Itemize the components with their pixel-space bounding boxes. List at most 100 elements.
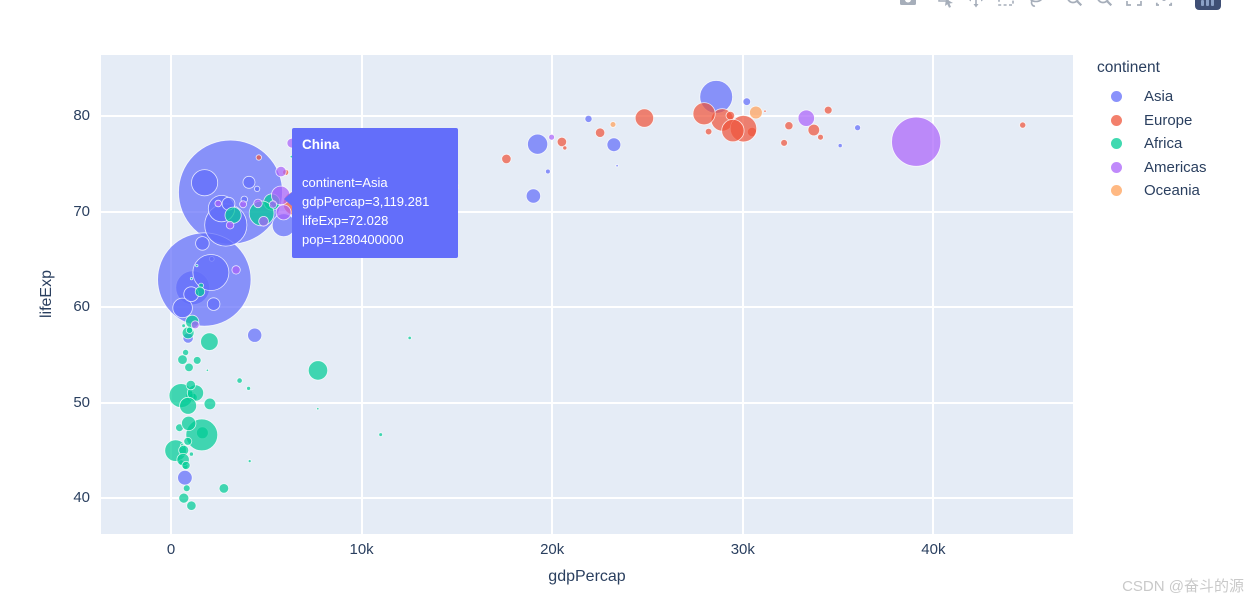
data-point[interactable] — [525, 188, 541, 204]
data-point[interactable] — [214, 199, 222, 208]
data-point[interactable] — [183, 436, 193, 446]
data-point[interactable] — [606, 137, 622, 152]
data-point[interactable] — [594, 127, 606, 138]
data-point[interactable] — [817, 133, 824, 141]
data-point[interactable] — [177, 470, 193, 486]
data-point[interactable] — [247, 327, 263, 343]
data-point[interactable] — [556, 136, 567, 148]
data-point[interactable] — [239, 200, 248, 209]
data-point[interactable] — [854, 124, 861, 132]
data-point[interactable] — [275, 166, 287, 178]
data-point[interactable] — [548, 133, 555, 141]
plotly-logo-icon[interactable] — [1195, 0, 1221, 10]
x-tick-label: 10k — [349, 541, 374, 558]
data-point[interactable] — [184, 362, 194, 373]
data-point[interactable] — [192, 254, 230, 291]
data-point[interactable] — [195, 236, 210, 251]
data-point[interactable] — [200, 332, 219, 351]
data-point[interactable] — [823, 105, 833, 115]
data-point[interactable] — [205, 368, 210, 372]
pan-icon[interactable] — [965, 0, 987, 10]
data-point[interactable] — [763, 109, 767, 113]
legend-item-africa[interactable]: Africa — [1088, 132, 1207, 156]
data-point[interactable] — [268, 200, 278, 209]
data-point[interactable] — [181, 415, 197, 431]
data-point[interactable] — [178, 492, 190, 504]
data-point[interactable] — [615, 164, 619, 168]
plot-area[interactable]: China continent=Asia gdpPercap=3,119.281 l… — [101, 55, 1073, 534]
legend-item-americas[interactable]: Americas — [1088, 156, 1207, 180]
data-point[interactable] — [177, 354, 188, 365]
data-point[interactable] — [236, 377, 243, 384]
data-point[interactable] — [316, 407, 320, 411]
data-point[interactable] — [634, 108, 655, 128]
data-point[interactable] — [195, 264, 199, 268]
data-point[interactable] — [186, 500, 197, 511]
bubble-layer[interactable] — [101, 55, 1073, 534]
data-point[interactable] — [181, 460, 191, 470]
data-point[interactable] — [253, 198, 263, 209]
data-point[interactable] — [780, 139, 788, 147]
data-point[interactable] — [225, 220, 235, 230]
hover-tooltip: China continent=Asia gdpPercap=3,119.281 l… — [284, 128, 458, 258]
tooltip-arrow — [284, 192, 292, 206]
data-point[interactable] — [545, 168, 551, 175]
data-point[interactable] — [185, 326, 194, 334]
data-point[interactable] — [246, 385, 252, 391]
data-point[interactable] — [172, 297, 193, 319]
lasso-select-icon[interactable] — [1025, 0, 1047, 10]
data-point[interactable] — [206, 297, 221, 311]
data-point[interactable] — [584, 114, 593, 123]
data-point[interactable] — [179, 396, 197, 415]
data-point[interactable] — [704, 127, 713, 136]
data-point[interactable] — [891, 116, 942, 167]
data-point[interactable] — [203, 397, 217, 411]
data-point[interactable] — [254, 185, 261, 192]
data-point[interactable] — [742, 97, 751, 106]
data-point[interactable] — [562, 145, 568, 151]
data-point[interactable] — [692, 102, 716, 126]
data-point[interactable] — [275, 204, 292, 221]
data-point[interactable] — [185, 379, 196, 391]
data-point[interactable] — [218, 483, 230, 494]
data-point[interactable] — [527, 133, 549, 155]
data-point[interactable] — [189, 277, 194, 281]
data-point[interactable] — [242, 175, 256, 189]
data-point[interactable] — [797, 109, 815, 127]
zoom-in-icon[interactable] — [1063, 0, 1085, 10]
data-point[interactable] — [784, 121, 794, 131]
data-point[interactable] — [191, 169, 219, 197]
data-point[interactable] — [609, 121, 617, 128]
data-point[interactable] — [378, 432, 384, 437]
reset-axes-icon[interactable] — [1153, 0, 1175, 10]
data-point[interactable] — [407, 335, 412, 340]
data-point[interactable] — [190, 320, 200, 330]
data-point[interactable] — [807, 123, 821, 137]
data-point[interactable] — [255, 154, 262, 161]
data-point[interactable] — [258, 216, 269, 227]
data-point[interactable] — [231, 265, 241, 275]
camera-icon[interactable] — [897, 0, 919, 10]
zoom-icon[interactable] — [935, 0, 957, 10]
data-point[interactable] — [749, 105, 763, 120]
legend-item-oceania[interactable]: Oceania — [1088, 179, 1207, 203]
autoscale-icon[interactable] — [1123, 0, 1145, 10]
legend-item-europe[interactable]: Europe — [1088, 109, 1207, 133]
data-point[interactable] — [182, 484, 191, 493]
data-point[interactable] — [725, 110, 736, 121]
data-point[interactable] — [1019, 121, 1027, 129]
legend-item-asia[interactable]: Asia — [1088, 85, 1207, 109]
data-point[interactable] — [188, 451, 194, 457]
data-point[interactable] — [224, 206, 242, 224]
box-select-icon[interactable] — [995, 0, 1017, 10]
zoom-out-icon[interactable] — [1093, 0, 1115, 10]
data-point[interactable] — [181, 323, 186, 328]
data-point[interactable] — [247, 459, 252, 464]
data-point[interactable] — [837, 143, 843, 149]
data-point[interactable] — [194, 286, 206, 297]
data-point[interactable] — [721, 119, 745, 143]
data-point[interactable] — [501, 153, 512, 165]
data-point[interactable] — [192, 356, 202, 365]
data-point[interactable] — [307, 360, 329, 381]
